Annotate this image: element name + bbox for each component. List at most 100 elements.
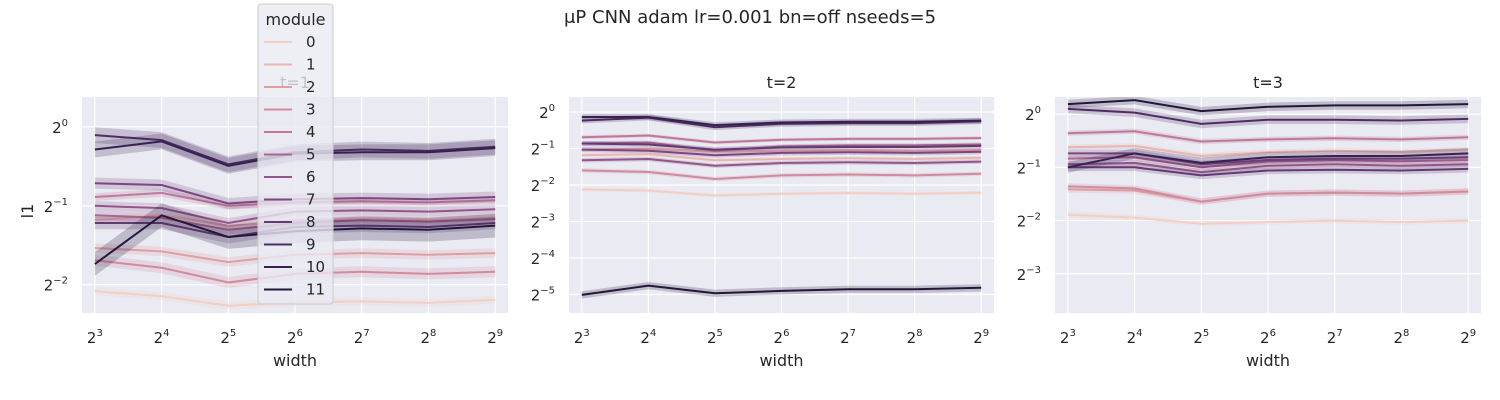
tick-base: 2 (531, 287, 541, 305)
tick-exponent: 8 (1403, 328, 1409, 339)
series-line-6 (581, 157, 982, 167)
confidence-band-7 (94, 177, 496, 210)
tick-exponent: 6 (1270, 328, 1276, 339)
series-line-8 (581, 142, 982, 151)
x-tick-label: 27 (840, 328, 856, 347)
series-line-8 (1067, 166, 1469, 177)
tick-exponent: −2 (540, 176, 555, 187)
confidence-band-10 (1067, 148, 1469, 173)
tick-exponent: 8 (430, 328, 436, 339)
legend-box (257, 3, 334, 305)
tick-base: 2 (1017, 159, 1027, 177)
figure-title: μP CNN adam lr=0.001 bn=off nseeds=5 (564, 7, 936, 28)
tick-exponent: 5 (230, 328, 236, 339)
confidence-band-9 (1067, 104, 1469, 129)
legend-title: module (266, 10, 326, 29)
confidence-band-2 (1067, 186, 1469, 205)
tick-exponent: 6 (297, 328, 303, 339)
series-line-11 (1067, 99, 1469, 113)
panel-title: t=3 (1253, 73, 1283, 92)
series-group (1067, 97, 1469, 227)
tick-exponent: −1 (53, 197, 68, 208)
tick-exponent: 8 (916, 328, 922, 339)
tick-base: 2 (44, 198, 54, 216)
x-tick-label: 28 (907, 328, 923, 347)
panels: 23242526272829202−12−2t=1widthl123242526… (18, 73, 1481, 370)
tick-base: 2 (973, 329, 983, 347)
y-tick-label: 2−2 (1017, 212, 1041, 231)
x-tick-label: 27 (354, 328, 370, 347)
confidence-band-0 (1067, 212, 1469, 227)
confidence-band-6 (1067, 159, 1469, 176)
series-line-9 (1067, 107, 1469, 125)
x-tick-label: 23 (1060, 328, 1076, 347)
tick-base: 2 (487, 329, 497, 347)
tick-exponent: 0 (62, 118, 68, 129)
tick-exponent: 9 (1470, 328, 1476, 339)
series-line-6 (1067, 161, 1469, 174)
series-line-3 (581, 169, 982, 181)
tick-exponent: −2 (53, 276, 68, 287)
x-tick-label: 25 (1193, 328, 1209, 347)
tick-exponent: −3 (540, 213, 555, 224)
tick-base: 2 (1327, 329, 1337, 347)
x-tick-label: 28 (420, 328, 436, 347)
legend-entry-6: 6 (306, 168, 316, 186)
x-tick-label: 25 (707, 328, 723, 347)
tick-base: 2 (531, 250, 541, 268)
y-tick-label: 20 (539, 103, 555, 122)
y-tick-label: 2−1 (44, 197, 68, 216)
tick-base: 2 (1127, 329, 1137, 347)
x-axis-label: width (273, 351, 317, 370)
y-tick-label: 2−4 (531, 249, 555, 268)
tick-base: 2 (1060, 329, 1070, 347)
y-tick-label: 20 (52, 118, 68, 137)
confidence-band-4 (1067, 128, 1469, 145)
tick-exponent: 5 (1203, 328, 1209, 339)
confidence-band-0 (94, 287, 496, 310)
series-line-10 (1067, 152, 1469, 169)
tick-exponent: −1 (1026, 158, 1041, 169)
x-tick-label: 28 (1393, 328, 1409, 347)
tick-base: 2 (52, 119, 62, 137)
tick-exponent: 9 (983, 328, 989, 339)
tick-base: 2 (539, 104, 549, 122)
x-tick-label: 26 (774, 328, 790, 347)
x-tick-label: 24 (1127, 328, 1143, 347)
y-tick-label: 2−1 (1017, 158, 1041, 177)
x-tick-label: 23 (574, 328, 590, 347)
series-group (581, 114, 982, 299)
x-tick-label: 29 (1460, 328, 1476, 347)
tick-base: 2 (87, 329, 97, 347)
tick-base: 2 (907, 329, 917, 347)
tick-base: 2 (1025, 106, 1035, 124)
tick-exponent: 4 (1136, 328, 1142, 339)
x-tick-label: 24 (640, 328, 656, 347)
x-tick-label: 23 (87, 328, 103, 347)
series-line-4 (1067, 130, 1469, 143)
series-line-7 (581, 148, 982, 157)
tick-base: 2 (531, 214, 541, 232)
x-tick-label: 29 (487, 328, 503, 347)
tick-base: 2 (707, 329, 717, 347)
tick-base: 2 (640, 329, 650, 347)
tick-base: 2 (774, 329, 784, 347)
tick-exponent: 4 (650, 328, 656, 339)
tick-base: 2 (354, 329, 364, 347)
tick-base: 2 (1193, 329, 1203, 347)
series-line-11 (581, 284, 982, 296)
x-tick-label: 27 (1327, 328, 1343, 347)
tick-base: 2 (1393, 329, 1403, 347)
tick-exponent: −5 (540, 286, 555, 297)
series-line-0 (1067, 213, 1469, 225)
confidence-band-0 (581, 187, 982, 198)
tick-exponent: 3 (583, 328, 589, 339)
tick-base: 2 (531, 141, 541, 159)
legend-entry-10: 10 (306, 258, 325, 276)
tick-base: 2 (1460, 329, 1470, 347)
x-tick-label: 24 (154, 328, 170, 347)
tick-exponent: 3 (1069, 328, 1075, 339)
x-tick-label: 29 (973, 328, 989, 347)
